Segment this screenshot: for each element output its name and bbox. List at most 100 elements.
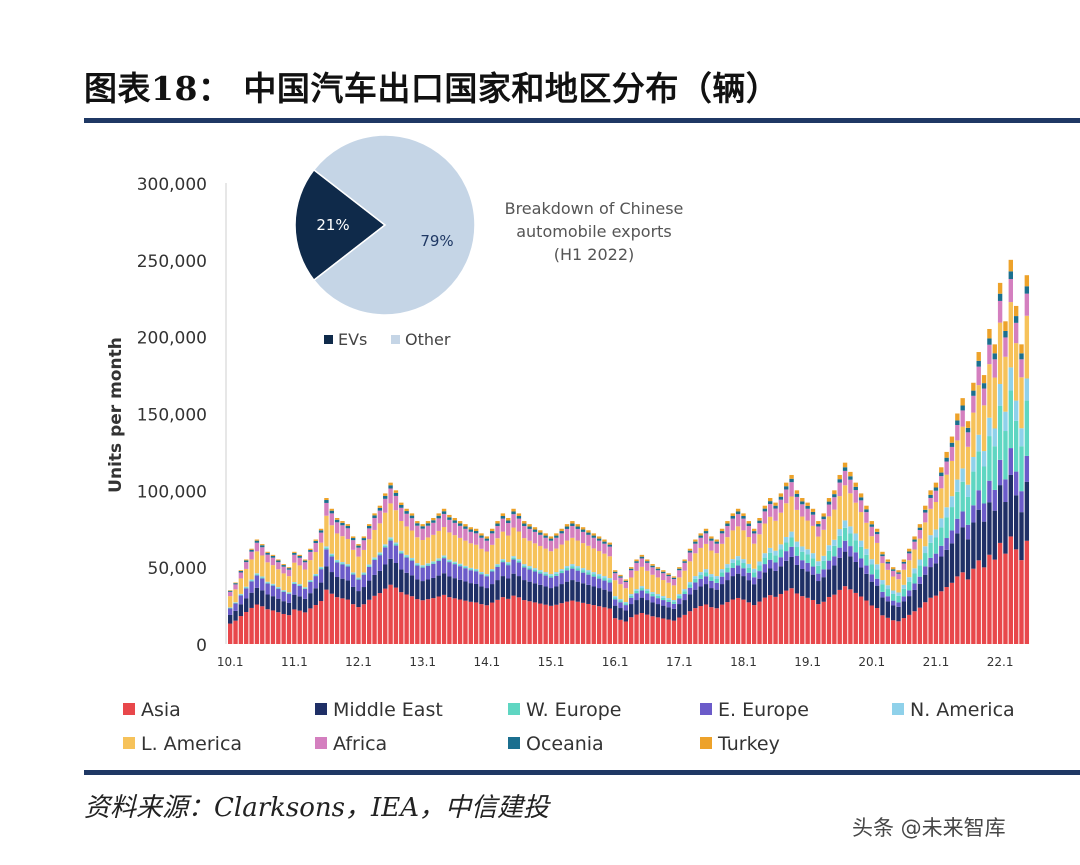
bar-segment xyxy=(292,551,297,553)
bar-segment xyxy=(612,570,618,572)
bar-segment xyxy=(538,545,543,571)
bar-segment xyxy=(682,600,687,615)
y-tick-label: 250,000 xyxy=(137,252,207,272)
bar-segment xyxy=(425,525,431,538)
bar-segment xyxy=(425,579,431,600)
bar-segment xyxy=(281,590,286,592)
bar-segment xyxy=(372,513,377,516)
bar-segment xyxy=(570,537,575,565)
bar-segment xyxy=(286,593,292,603)
bar-segment xyxy=(805,520,810,550)
bar-segment xyxy=(532,543,538,569)
bar-segment xyxy=(570,566,575,569)
bar-segment xyxy=(489,531,495,534)
bar-segment xyxy=(612,605,618,619)
bar-segment xyxy=(944,457,949,462)
bar-segment xyxy=(457,579,463,600)
bar-segment xyxy=(463,524,468,527)
bar-segment xyxy=(789,537,794,547)
bar-segment xyxy=(805,554,810,563)
bar-segment xyxy=(896,573,901,580)
bar-segment xyxy=(420,524,425,527)
bar-segment xyxy=(340,562,345,564)
bar-segment xyxy=(318,542,324,567)
bar-segment xyxy=(634,561,639,563)
bar-segment xyxy=(244,598,249,612)
bar-segment xyxy=(527,540,532,567)
bar-segment xyxy=(907,581,912,591)
bar-segment xyxy=(880,615,885,644)
bar-segment xyxy=(489,584,495,603)
bar-segment xyxy=(1008,259,1013,272)
bar-segment xyxy=(340,522,345,526)
bar-segment xyxy=(479,548,484,573)
bar-segment xyxy=(677,570,682,578)
bar-segment xyxy=(334,517,340,520)
bar-segment xyxy=(340,536,345,563)
bar-segment xyxy=(773,562,778,571)
bar-segment xyxy=(228,590,233,592)
legend-swatch xyxy=(123,703,135,715)
bar-segment xyxy=(981,405,987,452)
bar-segment xyxy=(612,573,618,581)
bar-segment xyxy=(554,575,559,587)
bar-segment xyxy=(228,607,233,608)
bar-segment xyxy=(768,516,773,548)
bar-segment xyxy=(629,597,634,605)
bar-segment xyxy=(698,606,703,644)
bar-segment xyxy=(655,570,661,578)
bar-segment xyxy=(1008,367,1013,391)
bar-segment xyxy=(543,533,548,536)
bar-segment xyxy=(345,565,351,567)
bar-segment xyxy=(404,526,409,555)
bar-segment xyxy=(794,564,800,594)
bar-segment xyxy=(361,604,367,644)
bar-segment xyxy=(682,589,687,592)
bar-segment xyxy=(789,474,794,479)
bar-segment xyxy=(666,582,671,599)
bar-segment xyxy=(837,547,842,558)
bar-segment xyxy=(933,537,939,554)
bar-segment xyxy=(575,568,580,571)
bar-segment xyxy=(645,593,650,601)
bar-segment xyxy=(645,600,650,615)
bar-segment xyxy=(917,565,923,577)
bar-segment xyxy=(730,530,735,560)
bar-segment xyxy=(580,572,586,584)
bar-segment xyxy=(987,480,992,503)
bar-segment xyxy=(308,560,313,581)
bar-segment xyxy=(1008,271,1013,280)
bar-segment xyxy=(826,504,832,517)
bar-segment xyxy=(409,530,415,558)
bar-segment xyxy=(730,518,735,531)
bar-segment xyxy=(511,557,516,560)
bar-segment xyxy=(751,528,757,532)
bar-segment xyxy=(1003,356,1008,412)
bar-segment xyxy=(431,577,436,599)
bar-segment xyxy=(639,588,645,591)
bar-segment xyxy=(853,482,858,487)
bar-segment xyxy=(629,577,634,595)
bar-segment xyxy=(602,539,607,542)
bar-segment xyxy=(981,466,987,504)
bar-segment xyxy=(762,511,768,524)
bar-segment xyxy=(907,590,912,597)
bar-segment xyxy=(655,595,661,599)
bar-segment xyxy=(575,601,580,644)
bar-segment xyxy=(1024,275,1030,287)
bar-segment xyxy=(596,538,602,541)
bar-segment xyxy=(714,589,719,609)
bar-segment xyxy=(607,556,612,579)
bar-segment xyxy=(281,565,286,567)
bar-segment xyxy=(324,546,329,548)
bar-segment xyxy=(939,467,944,473)
bar-segment xyxy=(976,560,981,644)
bar-segment xyxy=(522,521,527,524)
bar-segment xyxy=(228,607,233,609)
bar-segment xyxy=(244,587,249,589)
bar-segment xyxy=(832,545,837,557)
bar-segment xyxy=(741,518,746,531)
bar-segment xyxy=(436,575,441,597)
bar-segment xyxy=(714,582,719,590)
bar-segment xyxy=(842,527,848,541)
